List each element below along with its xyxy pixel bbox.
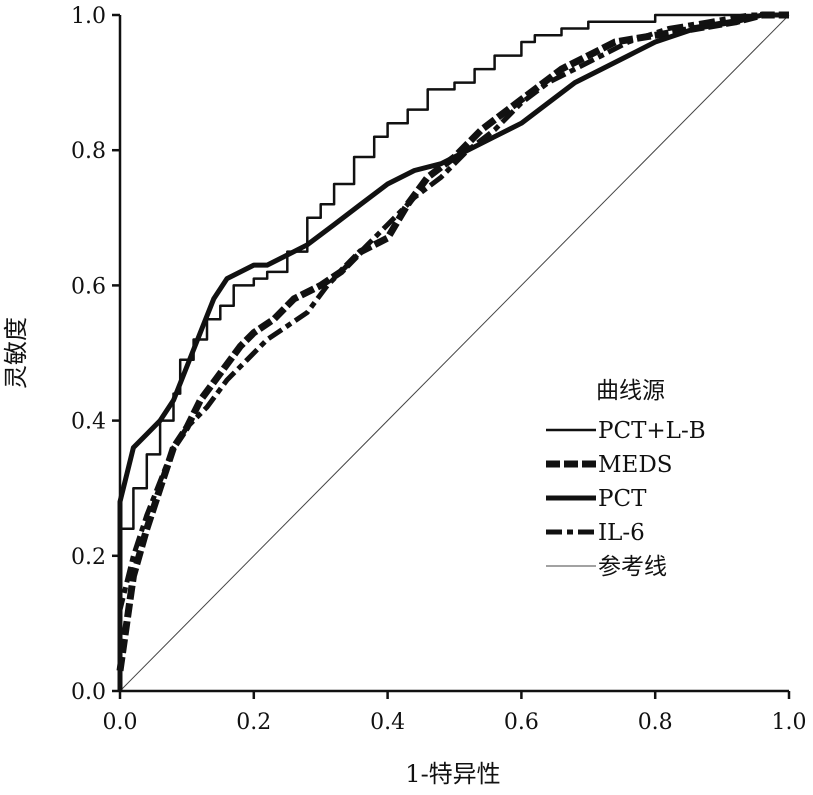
legend-label: MEDS — [598, 452, 673, 478]
legend-label: PCT+L-B — [598, 418, 706, 444]
y-tick-label: 0.0 — [71, 680, 106, 705]
x-tick-label: 0.2 — [236, 710, 271, 735]
series-line-reference — [119, 14, 790, 692]
x-axis-title: 1-特异性 — [405, 760, 500, 788]
y-tick-label: 0.2 — [71, 545, 106, 570]
plot-series — [116, 11, 790, 692]
series-line-meds — [116, 11, 789, 672]
y-tick-label: 0.4 — [71, 410, 106, 435]
x-tick-label: 0.6 — [504, 710, 539, 735]
axes: 0.0 0.2 0.4 0.6 0.8 1.0 0.0 0.2 0.4 0.6 0.8 1.0 — [71, 4, 807, 735]
legend-label: IL-6 — [598, 520, 645, 546]
x-tick-label: 0.4 — [370, 710, 405, 735]
y-tick-label: 0.6 — [71, 274, 106, 299]
series-line-pct — [117, 12, 789, 691]
legend-label: 参考线 — [598, 554, 667, 580]
x-tick-label: 1.0 — [772, 710, 807, 735]
legend-label: PCT — [598, 486, 647, 512]
legend: 曲线源 PCT+L-B MEDS PCT IL-6 参考线 — [546, 378, 706, 580]
legend-title: 曲线源 — [596, 378, 665, 404]
y-tick-label: 1.0 — [71, 4, 106, 29]
x-tick-label: 0.8 — [638, 710, 673, 735]
x-tick-label: 0.0 — [103, 710, 138, 735]
series-line-il-6 — [117, 12, 789, 678]
y-tick-label: 0.8 — [71, 139, 106, 164]
y-axis-title: 灵敏度 — [2, 317, 30, 389]
